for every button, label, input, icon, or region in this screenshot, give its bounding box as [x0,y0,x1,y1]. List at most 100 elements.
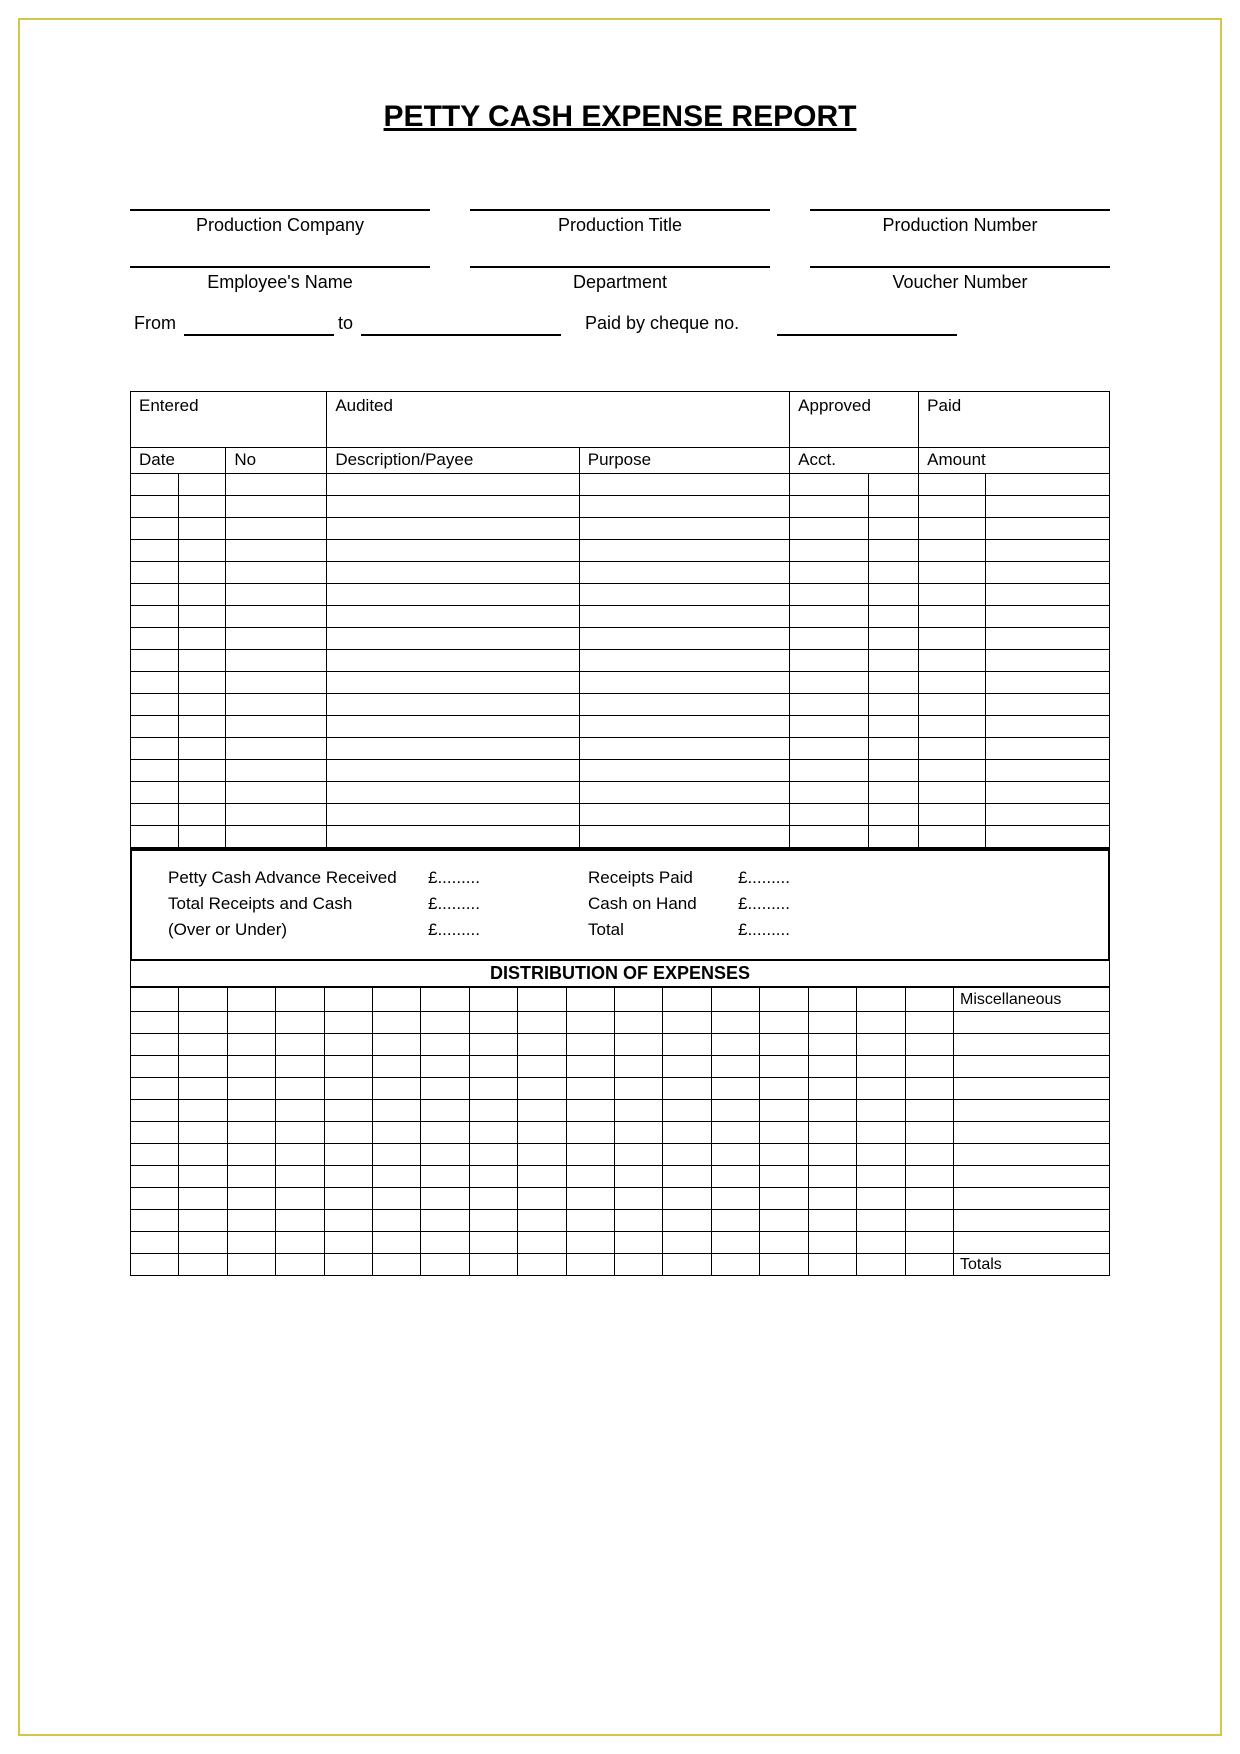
dist-cell[interactable] [227,1166,275,1188]
dist-cell[interactable] [566,1210,614,1232]
ledger-cell[interactable] [226,518,327,540]
ledger-cell[interactable] [919,804,986,826]
dist-cell[interactable] [324,1210,372,1232]
dist-cell[interactable] [615,1100,663,1122]
summary-value[interactable]: £......... [738,917,1080,943]
dist-total-cell[interactable] [518,1254,566,1276]
ledger-cell[interactable] [790,804,869,826]
dist-cell[interactable] [954,1012,1110,1034]
ledger-cell[interactable] [327,760,579,782]
ledger-cell[interactable] [579,606,789,628]
ledger-cell[interactable] [327,672,579,694]
ledger-cell[interactable] [178,782,226,804]
dist-cell[interactable] [954,1210,1110,1232]
dist-cell[interactable] [227,1210,275,1232]
ledger-cell[interactable] [868,760,918,782]
dist-cell[interactable] [276,1078,324,1100]
dist-cell[interactable] [808,1232,856,1254]
dist-cell[interactable] [663,1188,711,1210]
dist-cell[interactable] [518,1210,566,1232]
dist-cell[interactable] [324,1034,372,1056]
ledger-cell[interactable] [327,496,579,518]
ledger-cell[interactable] [986,650,1110,672]
ledger-cell[interactable] [579,694,789,716]
dist-cell[interactable] [276,1188,324,1210]
ledger-cell[interactable] [919,474,986,496]
dist-cell[interactable] [324,1232,372,1254]
dist-cell[interactable] [373,1232,421,1254]
header-field-line[interactable] [130,246,430,268]
ledger-cell[interactable] [868,540,918,562]
dist-cell[interactable] [131,1100,179,1122]
dist-cell[interactable] [227,1144,275,1166]
ledger-cell[interactable] [790,782,869,804]
ledger-cell[interactable] [579,826,789,848]
dist-cell[interactable] [857,1100,905,1122]
ledger-cell[interactable] [131,628,179,650]
dist-cell[interactable] [663,1056,711,1078]
dist-cell[interactable] [179,1100,227,1122]
ledger-cell[interactable] [790,584,869,606]
dist-cell[interactable] [324,1100,372,1122]
dist-cell[interactable] [324,1166,372,1188]
ledger-cell[interactable] [579,628,789,650]
dist-cell[interactable] [469,1210,517,1232]
dist-cell[interactable] [518,1144,566,1166]
dist-total-cell[interactable] [227,1254,275,1276]
ledger-cell[interactable] [868,474,918,496]
dist-cell[interactable] [615,1144,663,1166]
ledger-cell[interactable] [327,826,579,848]
ledger-cell[interactable] [226,628,327,650]
dist-cell[interactable] [566,1122,614,1144]
dist-cell[interactable] [615,1122,663,1144]
dist-total-cell[interactable] [276,1254,324,1276]
dist-cell[interactable] [421,1166,469,1188]
ledger-cell[interactable] [919,562,986,584]
dist-total-cell[interactable] [857,1254,905,1276]
dist-cell[interactable] [808,1210,856,1232]
ledger-cell[interactable] [986,782,1110,804]
dist-cell[interactable] [179,1232,227,1254]
ledger-cell[interactable] [178,694,226,716]
ledger-cell[interactable] [178,826,226,848]
ledger-cell[interactable] [790,540,869,562]
dist-cell[interactable] [711,1166,759,1188]
ledger-cell[interactable] [131,716,179,738]
dist-cell[interactable] [954,1100,1110,1122]
dist-cell[interactable] [954,1122,1110,1144]
dist-cell[interactable] [711,1100,759,1122]
dist-cell[interactable] [179,1166,227,1188]
dist-cell[interactable] [905,1232,954,1254]
ledger-cell[interactable] [790,826,869,848]
dist-cell[interactable] [518,1078,566,1100]
dist-cell[interactable] [663,1144,711,1166]
ledger-cell[interactable] [178,650,226,672]
ledger-cell[interactable] [226,716,327,738]
dist-cell[interactable] [179,1188,227,1210]
ledger-cell[interactable] [226,826,327,848]
ledger-cell[interactable] [868,518,918,540]
dist-cell[interactable] [324,1056,372,1078]
ledger-cell[interactable] [131,694,179,716]
dist-cell[interactable] [954,1034,1110,1056]
ledger-cell[interactable] [226,782,327,804]
dist-cell[interactable] [518,1056,566,1078]
dist-cell[interactable] [421,1144,469,1166]
ledger-cell[interactable] [868,694,918,716]
dist-cell[interactable] [324,1078,372,1100]
ledger-cell[interactable] [226,474,327,496]
ledger-cell[interactable] [868,606,918,628]
dist-cell[interactable] [760,1210,808,1232]
ledger-cell[interactable] [131,738,179,760]
ledger-cell[interactable] [579,716,789,738]
dist-cell[interactable] [857,1144,905,1166]
dist-total-cell[interactable] [373,1254,421,1276]
ledger-cell[interactable] [131,540,179,562]
ledger-cell[interactable] [919,826,986,848]
dist-cell[interactable] [760,1144,808,1166]
dist-cell[interactable] [905,1100,954,1122]
ledger-cell[interactable] [986,496,1110,518]
dist-cell[interactable] [566,1188,614,1210]
dist-cell[interactable] [373,1188,421,1210]
ledger-cell[interactable] [790,628,869,650]
